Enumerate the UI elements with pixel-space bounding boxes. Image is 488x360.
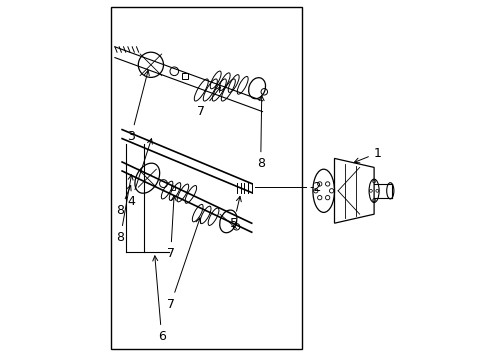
- Text: 5: 5: [229, 196, 241, 230]
- Text: -2: -2: [309, 181, 321, 194]
- Text: 8: 8: [116, 175, 133, 244]
- Text: 7: 7: [166, 218, 201, 311]
- Text: 8: 8: [256, 96, 264, 170]
- Text: 1: 1: [354, 147, 381, 163]
- Text: 3: 3: [127, 70, 149, 143]
- Text: 7: 7: [166, 196, 176, 260]
- Text: 8: 8: [116, 185, 131, 217]
- Text: 7: 7: [197, 87, 220, 118]
- Bar: [111, 7, 302, 349]
- Text: 4: 4: [127, 139, 152, 208]
- Text: 6: 6: [152, 256, 165, 343]
